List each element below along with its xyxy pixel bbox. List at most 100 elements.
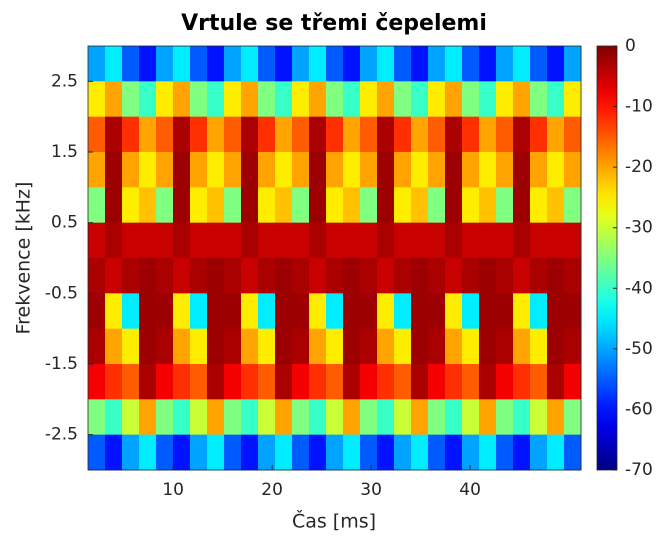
heatmap-cell: [445, 293, 463, 330]
x-tick-label: 40: [459, 480, 481, 500]
heatmap-cell: [343, 258, 361, 294]
heatmap-cell: [275, 364, 293, 400]
colorbar-tick-label: -70: [625, 460, 653, 480]
heatmap-cell: [564, 116, 582, 153]
heatmap-cell: [377, 293, 395, 330]
heatmap-cell: [496, 328, 514, 365]
heatmap-cell: [122, 293, 140, 330]
x-tick-label: 20: [261, 480, 283, 500]
heatmap-cell: [173, 434, 191, 471]
heatmap-cell: [343, 328, 361, 365]
heatmap-cell: [224, 293, 242, 330]
heatmap-cell: [513, 116, 531, 153]
heatmap-cell: [309, 293, 327, 330]
heatmap-cell: [224, 187, 242, 224]
colorbar-tick-label: 0: [625, 36, 636, 56]
heatmap-cell: [547, 399, 565, 436]
heatmap-cell: [156, 328, 174, 365]
heatmap-cell: [360, 46, 378, 82]
heatmap-cell: [530, 81, 548, 118]
heatmap-cell: [139, 364, 157, 400]
colorbar: [596, 45, 618, 471]
heatmap-cell: [88, 46, 106, 82]
heatmap-cell: [156, 116, 174, 153]
heatmap-cell: [190, 81, 208, 118]
heatmap-cell: [258, 258, 276, 294]
heatmap-cell: [190, 293, 208, 330]
chart-title: Vrtule se třemi čepelemi: [181, 11, 487, 36]
heatmap-cell: [360, 293, 378, 330]
heatmap-cell: [309, 328, 327, 365]
heatmap-cell: [88, 152, 106, 188]
heatmap-cell: [156, 152, 174, 188]
heatmap-cell: [496, 364, 514, 400]
heatmap-cell: [224, 81, 242, 118]
heatmap-cell: [258, 328, 276, 365]
heatmap-cell: [564, 328, 582, 365]
heatmap-cell: [190, 258, 208, 294]
heatmap-cell: [224, 434, 242, 471]
heatmap-cell: [445, 222, 463, 259]
heatmap-cell: [377, 258, 395, 294]
heatmap-cell: [530, 258, 548, 294]
heatmap-cell: [564, 222, 582, 259]
heatmap-cell: [428, 222, 446, 259]
heatmap-cell: [462, 399, 480, 436]
heatmap-cell: [564, 364, 582, 400]
heatmap-cell: [547, 187, 565, 224]
heatmap-cell: [207, 116, 225, 153]
heatmap-cell: [326, 116, 344, 153]
heatmap-cell: [343, 187, 361, 224]
heatmap-cell: [190, 116, 208, 153]
heatmap-cell: [173, 399, 191, 436]
heatmap-cell: [411, 187, 429, 224]
heatmap-cell: [275, 293, 293, 330]
heatmap-cell: [360, 258, 378, 294]
heatmap-cell: [462, 187, 480, 224]
heatmap-cell: [88, 222, 106, 259]
heatmap-cell: [105, 258, 123, 294]
heatmap-cell: [139, 328, 157, 365]
heatmap-cell: [547, 434, 565, 471]
heatmap-cell: [241, 293, 259, 330]
heatmap-cell: [173, 116, 191, 153]
heatmap-cell: [496, 187, 514, 224]
heatmap-cell: [564, 434, 582, 471]
heatmap-cell: [428, 434, 446, 471]
heatmap-cell: [207, 222, 225, 259]
y-tick-label: 1.5: [51, 142, 78, 162]
heatmap-cell: [207, 434, 225, 471]
heatmap-cell: [479, 258, 497, 294]
heatmap-cell: [139, 258, 157, 294]
heatmap-cell: [462, 116, 480, 153]
heatmap-cell: [292, 434, 310, 471]
heatmap-cell: [462, 152, 480, 188]
colorbar-tick-label: -40: [625, 278, 653, 298]
heatmap-cell: [88, 258, 106, 294]
heatmap-cell: [139, 293, 157, 330]
y-tick-label: 0.5: [51, 213, 78, 233]
heatmap-cell: [411, 293, 429, 330]
heatmap-cell: [428, 187, 446, 224]
heatmap-cell: [530, 399, 548, 436]
heatmap-cell: [513, 328, 531, 365]
heatmap-cell: [190, 399, 208, 436]
heatmap-cell: [105, 187, 123, 224]
heatmap-cell: [241, 258, 259, 294]
heatmap-cell: [190, 222, 208, 259]
heatmap-cell: [105, 364, 123, 400]
heatmap-cell: [547, 364, 565, 400]
heatmap-cell: [547, 328, 565, 365]
heatmap-cell: [224, 152, 242, 188]
heatmap-cell: [258, 81, 276, 118]
heatmap-cell: [275, 328, 293, 365]
heatmap-cell: [241, 399, 259, 436]
heatmap-cell: [105, 328, 123, 365]
heatmap-cell: [445, 116, 463, 153]
heatmap-cell: [275, 399, 293, 436]
heatmap-cell: [496, 46, 514, 82]
heatmap-cell: [309, 364, 327, 400]
heatmap-cell: [156, 293, 174, 330]
heatmap-cell: [428, 328, 446, 365]
heatmap-cell: [139, 46, 157, 82]
